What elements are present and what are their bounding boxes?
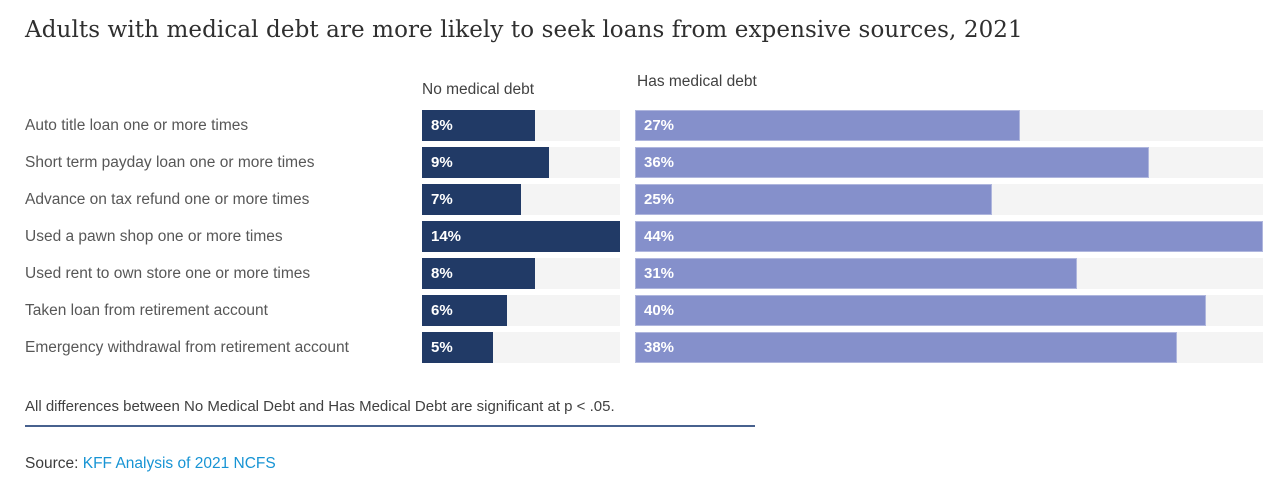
chart-row: Short term payday loan one or more times… bbox=[0, 147, 1280, 178]
no-medical-debt-track: 5% bbox=[422, 332, 620, 363]
bar-value-label: 8% bbox=[431, 117, 453, 134]
bar-value-label: 27% bbox=[644, 117, 675, 134]
category-label: Advance on tax refund one or more times bbox=[25, 191, 310, 208]
bar-value-label: 25% bbox=[644, 191, 675, 208]
has-medical-debt-bar: 36% bbox=[635, 147, 1149, 178]
legend-no-medical-debt: No medical debt bbox=[422, 81, 535, 98]
has-medical-debt-track: 44% bbox=[635, 221, 1263, 252]
chart-row: Taken loan from retirement account 6% 40% bbox=[0, 295, 1280, 326]
has-medical-debt-track: 40% bbox=[635, 295, 1263, 326]
no-medical-debt-bar: 9% bbox=[422, 147, 550, 178]
no-medical-debt-track: 14% bbox=[422, 221, 620, 252]
has-medical-debt-track: 38% bbox=[635, 332, 1263, 363]
bar-value-label: 38% bbox=[644, 339, 675, 356]
bar-value-label: 7% bbox=[431, 191, 453, 208]
no-medical-debt-bar: 5% bbox=[422, 332, 493, 363]
no-medical-debt-bar: 8% bbox=[422, 258, 536, 289]
category-label: Auto title loan one or more times bbox=[25, 117, 249, 134]
bar-value-label: 6% bbox=[431, 302, 453, 319]
bar-value-label: 44% bbox=[644, 228, 675, 245]
category-label: Used rent to own store one or more times bbox=[25, 265, 311, 282]
has-medical-debt-bar: 27% bbox=[635, 110, 1021, 141]
chart-row: Used rent to own store one or more times… bbox=[0, 258, 1280, 289]
no-medical-debt-bar: 8% bbox=[422, 110, 536, 141]
category-label: Taken loan from retirement account bbox=[25, 302, 268, 319]
has-medical-debt-bar: 44% bbox=[635, 221, 1263, 252]
no-medical-debt-track: 9% bbox=[422, 147, 620, 178]
has-medical-debt-track: 27% bbox=[635, 110, 1263, 141]
no-medical-debt-track: 7% bbox=[422, 184, 620, 215]
chart-row: Used a pawn shop one or more times 14% 44% bbox=[0, 221, 1280, 252]
bar-value-label: 31% bbox=[644, 265, 675, 282]
source-line: Source: KFF Analysis of 2021 NCFS bbox=[25, 455, 276, 473]
has-medical-debt-bar: 25% bbox=[635, 184, 992, 215]
has-medical-debt-track: 36% bbox=[635, 147, 1263, 178]
no-medical-debt-track: 8% bbox=[422, 258, 620, 289]
bar-value-label: 40% bbox=[644, 302, 675, 319]
chart-rows: Auto title loan one or more times 8% 27% Sh… bbox=[0, 110, 1280, 369]
has-medical-debt-bar: 40% bbox=[635, 295, 1206, 326]
bar-value-label: 36% bbox=[644, 154, 675, 171]
no-medical-debt-bar: 6% bbox=[422, 295, 507, 326]
chart-title: Adults with medical debt are more likely… bbox=[25, 17, 1023, 43]
no-medical-debt-bar: 14% bbox=[422, 221, 620, 252]
has-medical-debt-track: 31% bbox=[635, 258, 1263, 289]
bar-value-label: 8% bbox=[431, 265, 453, 282]
chart-row: Emergency withdrawal from retirement acc… bbox=[0, 332, 1280, 363]
category-label: Used a pawn shop one or more times bbox=[25, 228, 283, 245]
bar-value-label: 9% bbox=[431, 154, 453, 171]
chart-row: Advance on tax refund one or more times 7… bbox=[0, 184, 1280, 215]
bar-value-label: 14% bbox=[431, 228, 462, 245]
source-link[interactable]: KFF Analysis of 2021 NCFS bbox=[82, 455, 276, 472]
no-medical-debt-bar: 7% bbox=[422, 184, 521, 215]
has-medical-debt-bar: 31% bbox=[635, 258, 1078, 289]
category-label: Short term payday loan one or more times bbox=[25, 154, 315, 171]
has-medical-debt-track: 25% bbox=[635, 184, 1263, 215]
bar-value-label: 5% bbox=[431, 339, 453, 356]
source-prefix: Source: bbox=[25, 455, 83, 472]
category-label: Emergency withdrawal from retirement acc… bbox=[25, 339, 349, 356]
has-medical-debt-bar: 38% bbox=[635, 332, 1178, 363]
divider-line bbox=[25, 425, 755, 427]
no-medical-debt-track: 8% bbox=[422, 110, 620, 141]
chart-row: Auto title loan one or more times 8% 27% bbox=[0, 110, 1280, 141]
significance-note: All differences between No Medical Debt … bbox=[25, 398, 615, 415]
legend-has-medical-debt: Has medical debt bbox=[637, 73, 757, 90]
no-medical-debt-track: 6% bbox=[422, 295, 620, 326]
